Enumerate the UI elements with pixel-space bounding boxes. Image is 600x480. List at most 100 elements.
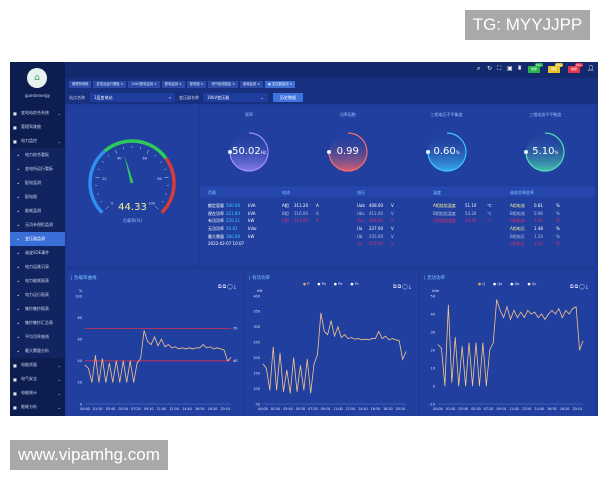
fault-badge[interactable]: 故障 99+ — [568, 63, 583, 73]
gauge-tick — [165, 193, 168, 195]
legend-item[interactable]: ● Q — [478, 282, 489, 286]
breadcrumb-tab[interactable]: 电气接线图监 × — [208, 81, 239, 88]
data-point — [154, 336, 155, 338]
data-point — [381, 338, 383, 339]
data-point — [405, 351, 407, 352]
data-point — [330, 320, 332, 322]
sidebar-item[interactable]: • 平均功率曲线 — [10, 330, 65, 344]
sidebar-item[interactable]: • 能耗监测 — [10, 204, 65, 218]
x-tick-label: 01:50 — [446, 407, 456, 411]
sidebar-item[interactable]: • 电力运维记录 — [10, 260, 65, 274]
data-point — [572, 308, 573, 309]
sidebar-item[interactable]: • 电力运行报表 — [10, 288, 65, 302]
breadcrumb-tab[interactable]: 管理驾驶舱 — [69, 81, 92, 88]
harmonic-header: 谐波总畸变率 — [510, 190, 534, 195]
data-point — [357, 338, 359, 339]
row-value: 313.60 — [294, 218, 308, 224]
legend-item[interactable]: ● Qa — [493, 282, 506, 286]
series-line — [262, 312, 407, 394]
transformer-select[interactable]: 10kV变压器 ⌄ — [203, 93, 268, 102]
sidebar-item[interactable]: ■ 电能质量 ⌄ — [10, 358, 65, 372]
shirt-icon[interactable]: ♜ — [517, 65, 523, 72]
breadcrumb-tab[interactable]: 配电监测 × — [161, 81, 185, 88]
history-data-button[interactable]: 历史数据 — [273, 93, 303, 102]
sidebar-item[interactable]: • 配电监测 — [10, 176, 65, 190]
row-label: B相电流 — [510, 210, 525, 216]
data-point — [534, 311, 536, 313]
y-axis-unit: kW — [257, 289, 263, 293]
user-icon[interactable]: 👤︎ — [587, 65, 595, 72]
gauge-tick-label: 100 — [148, 201, 155, 205]
x-tick-label: 20:10 — [572, 407, 582, 411]
filter-bar: 站点名称 1层变电站 ⌕ 变压器名称 10kV变压器 ⌄ 历史数据 — [65, 91, 598, 104]
chart-toolbox[interactable]: ⧉⧉◯⤓ — [393, 284, 412, 290]
breadcrumb-tab[interactable]: ● 变压器监测 × — [265, 81, 296, 88]
gauge-label: 负载率(%) — [123, 218, 142, 223]
fullscreen-icon[interactable]: ⛶ — [497, 65, 502, 72]
sidebar-item[interactable]: • 变电所运行看板 — [10, 162, 65, 176]
sidebar-item[interactable]: ■ 能耗分析 ⌄ — [10, 400, 65, 414]
row-unit: % — [556, 233, 560, 239]
legend-item[interactable]: ● Pc — [350, 282, 362, 286]
chart-legend[interactable]: ● Q ● Qa ● Qb ● Qc — [478, 282, 544, 286]
chart-toolbox[interactable]: ⧉⧉◯⤓ — [570, 284, 589, 290]
sidebar-item[interactable]: • 集抄集抄报表 — [10, 302, 65, 316]
legend-item[interactable]: ● Pb — [334, 282, 347, 286]
x-tick-label: 14:40 — [182, 407, 192, 411]
warning-badge[interactable]: 预警 99+ — [548, 63, 563, 73]
sidebar-item[interactable]: • 最大需量分析 — [10, 344, 65, 358]
data-point — [276, 389, 277, 391]
sidebar-item[interactable]: ■ 电能统计 ⌄ — [10, 386, 65, 400]
alarm-badge[interactable]: 告警 99+ — [528, 63, 543, 73]
search-icon[interactable]: ⌕ — [477, 65, 481, 72]
sidebar-item-label: 电力能耗报表 — [25, 278, 49, 283]
y-tick-label: 80 — [78, 316, 82, 320]
breadcrumb-tabs: 管理驾驶舱 变电站运行看板 × 10kV配电监测 × 配电监测 × 配电图 × 电气接线图… — [65, 78, 598, 91]
sidebar-item[interactable]: • 无功补偿柜监测 — [10, 218, 65, 232]
legend-item[interactable]: ● Qc — [528, 282, 541, 286]
search-icon[interactable]: ⌕ — [168, 95, 171, 100]
sidebar-item[interactable]: • 变压器监测 — [10, 232, 65, 246]
chart-legend[interactable]: ● P ● Pa ● Pb ● Pc — [303, 282, 367, 286]
sidebar-item-label: 谐波SOE事件 — [25, 250, 50, 255]
station-input[interactable]: 1层变电站 ⌕ — [90, 93, 175, 102]
chevron-down-icon: ⌄ — [57, 362, 61, 368]
legend-item[interactable]: ● P — [303, 282, 313, 286]
data-point — [513, 310, 515, 311]
ring-arc — [426, 132, 467, 172]
data-point — [555, 313, 556, 315]
sidebar-item[interactable]: • 电力能耗报表 — [10, 274, 65, 288]
refresh-icon[interactable]: ↻ — [487, 65, 493, 72]
legend-dot-icon: ● — [510, 282, 515, 286]
load-rate-chart: % 0 20 40 60 80 100 00:00 01:50 03:40 05:30 07:20 09… — [75, 289, 237, 411]
sidebar-item[interactable]: ■ 电力监控 ⌄ — [10, 134, 65, 148]
gauge-value: 44.33 — [118, 202, 147, 213]
legend-item[interactable]: ● Qb — [510, 282, 523, 286]
sidebar-item[interactable]: ■ 电气安全 ⌄ — [10, 372, 65, 386]
ring-dot — [524, 150, 529, 154]
sidebar-item[interactable]: • 配电图 — [10, 190, 65, 204]
qr-icon[interactable]: ▣ — [507, 65, 513, 72]
breadcrumb-tab[interactable]: 10kV配电监测 × — [128, 81, 160, 88]
breadcrumb-tab[interactable]: 配电图 × — [186, 81, 207, 88]
row-label: A相电压 — [510, 226, 525, 232]
sidebar-item-label: 电力运行报表 — [25, 292, 49, 297]
data-point — [220, 348, 221, 350]
sidebar-item[interactable]: • 谐波SOE事件 — [10, 246, 65, 260]
ring-gauge — [228, 132, 269, 172]
data-point — [269, 389, 271, 391]
breadcrumb-tab[interactable]: 变电站运行看板 × — [93, 81, 127, 88]
row-value: 235.00 — [369, 233, 383, 239]
y-tick-label: 40 — [431, 312, 435, 316]
legend-item[interactable]: ● Pa — [317, 282, 329, 286]
table-row: A相绕组温度 51.10 ℃ — [433, 203, 492, 211]
gauge-tick — [164, 168, 167, 170]
breadcrumb-tab[interactable]: 能耗监测 × — [240, 81, 264, 88]
chart-toolbox[interactable]: ⧉⧉◯⤓ — [218, 284, 237, 290]
sidebar-item[interactable]: • 电力综合看板 — [10, 148, 65, 162]
sidebar-item[interactable]: ■ 管理驾驶舱 — [10, 120, 65, 134]
sidebar-item[interactable]: ■ 变电站综合系统 ⌄ — [10, 106, 65, 120]
row-label: C相绕组温度 — [433, 218, 456, 224]
row-label: Ua — [357, 226, 363, 232]
sidebar-item[interactable]: • 集抄集抄汇总表 — [10, 316, 65, 330]
